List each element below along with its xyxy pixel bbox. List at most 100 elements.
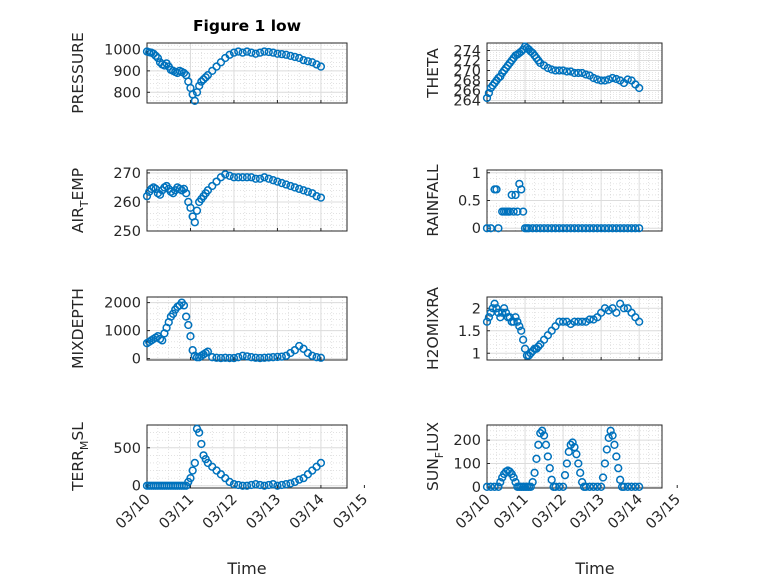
data-point — [596, 76, 606, 85]
data-point — [192, 206, 202, 215]
data-point — [201, 73, 210, 82]
data-point — [268, 176, 278, 185]
data-point — [555, 482, 564, 491]
data-point — [199, 75, 208, 84]
data-point — [490, 482, 499, 491]
data-point — [585, 224, 594, 233]
data-point — [509, 473, 518, 482]
data-point — [623, 75, 632, 84]
data-point — [551, 66, 560, 75]
data-point — [225, 171, 234, 180]
data-point — [507, 190, 516, 200]
data-point — [505, 467, 514, 476]
series-markers — [142, 47, 326, 106]
data-point — [303, 187, 313, 196]
data-point — [247, 173, 256, 182]
data-point — [593, 482, 602, 491]
data-point — [568, 438, 577, 447]
data-point — [566, 67, 575, 76]
data-point — [277, 480, 286, 490]
data-point — [186, 332, 195, 341]
data-point — [273, 481, 282, 490]
data-point — [229, 353, 239, 363]
data-point — [186, 473, 195, 483]
y-tick-label: 266 — [453, 84, 481, 100]
data-point — [627, 482, 636, 491]
y-tick-label: 200 — [453, 433, 481, 449]
plot-border — [146, 424, 348, 489]
data-point — [494, 308, 503, 317]
data-point — [316, 62, 326, 71]
data-point — [316, 458, 326, 468]
data-point — [238, 173, 247, 182]
data-point — [616, 224, 625, 233]
y-axis-label: RAINFALL — [424, 164, 442, 237]
data-point — [593, 224, 602, 233]
x-tick-label: 03/14 — [605, 492, 646, 533]
data-point — [281, 480, 291, 489]
panel-pressure: 800 900 1000 PRESSURE Figure 1 low — [69, 17, 348, 114]
data-point — [534, 342, 543, 351]
data-point — [247, 480, 256, 490]
data-point — [570, 68, 579, 78]
data-point — [242, 47, 252, 56]
x-tick-label: 03/10 — [453, 492, 494, 533]
data-point — [589, 224, 598, 233]
data-point — [268, 353, 278, 362]
series-markers — [142, 170, 326, 227]
data-point — [577, 317, 587, 326]
data-point — [532, 454, 541, 463]
data-point — [184, 320, 193, 330]
data-point — [268, 480, 278, 489]
x-tick-label: 03/11 — [156, 492, 197, 533]
data-point — [600, 224, 610, 233]
data-point — [585, 482, 594, 491]
data-point — [484, 313, 494, 322]
data-point — [635, 224, 644, 233]
data-point — [551, 482, 560, 491]
data-point — [518, 335, 528, 344]
data-point — [530, 468, 539, 477]
data-point — [286, 51, 295, 61]
data-point — [255, 353, 265, 363]
data-point — [260, 173, 269, 182]
data-point — [290, 52, 299, 62]
data-point — [574, 459, 583, 468]
data-point — [229, 173, 239, 182]
data-point — [581, 482, 591, 491]
y-tick-label: 0.5 — [458, 194, 481, 210]
data-point — [562, 67, 572, 76]
data-point — [528, 478, 537, 487]
data-point — [181, 189, 191, 198]
data-point — [635, 482, 644, 491]
data-point — [290, 346, 299, 355]
plot-area — [146, 169, 348, 232]
data-point — [286, 181, 295, 191]
series-markers — [482, 179, 644, 233]
data-point — [608, 431, 617, 440]
y-axis-label: H2OMIXRA — [424, 287, 442, 370]
data-point — [635, 83, 644, 93]
data-point — [234, 173, 243, 182]
data-point — [602, 445, 611, 454]
data-point — [255, 174, 265, 183]
data-point — [581, 70, 591, 79]
data-point — [623, 224, 632, 233]
data-point — [623, 482, 632, 491]
y-tick-label: 0 — [472, 221, 481, 237]
data-point — [486, 224, 495, 233]
data-point — [619, 224, 629, 233]
y-tick-label: 260 — [113, 195, 141, 211]
data-point — [488, 304, 497, 313]
data-point — [273, 49, 282, 58]
data-point — [555, 66, 564, 75]
data-point — [197, 77, 206, 86]
data-point — [299, 55, 308, 65]
series-markers — [482, 426, 644, 491]
data-point — [547, 224, 556, 233]
data-point — [188, 466, 197, 475]
data-point — [316, 193, 326, 202]
data-point — [492, 304, 501, 313]
data-point — [589, 73, 598, 83]
